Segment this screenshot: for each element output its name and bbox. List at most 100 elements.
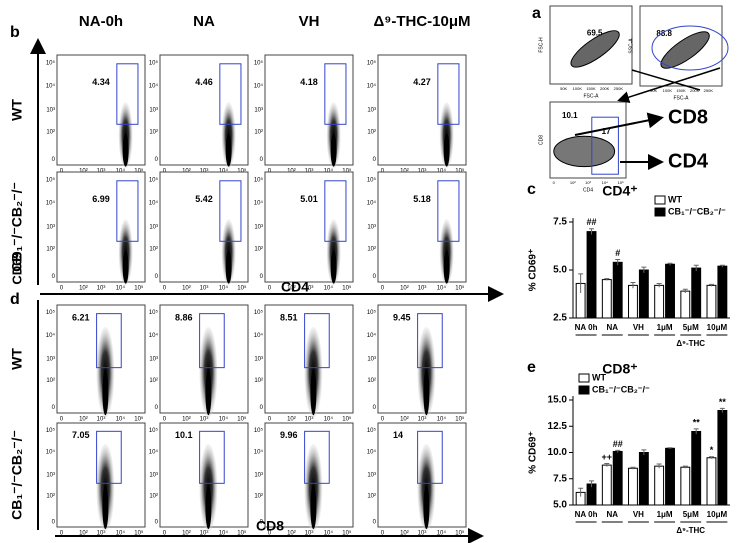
x-tick-label: 10⁴	[116, 530, 126, 537]
density-blob	[660, 31, 710, 69]
x-tick-label: VH	[633, 323, 644, 332]
x-tick-label: 10⁵	[237, 416, 247, 423]
x-tick-label: 10⁵	[342, 416, 352, 423]
x-tick-label: 10⁴	[324, 416, 334, 423]
y-tick-label: 10⁴	[46, 449, 56, 456]
y-tick-label: 10²	[254, 130, 263, 136]
x-tick-label: 10⁵	[455, 530, 465, 537]
x-tick-label: 0	[163, 531, 167, 537]
y-tick-label: 10³	[149, 357, 158, 363]
y-tick-label: 10²	[149, 378, 158, 384]
gate	[116, 63, 139, 125]
x-tick-label: 1μM	[657, 510, 673, 519]
connector	[574, 112, 664, 136]
y-tick-label: 10³	[46, 108, 55, 114]
x-tick-label: 10⁵	[237, 530, 247, 537]
y-tick-label: 0	[52, 519, 56, 525]
density-core	[225, 250, 232, 284]
plot-frame	[264, 171, 354, 283]
legend-swatch	[654, 207, 666, 217]
x-tick-label: 10²	[79, 531, 88, 537]
annotation: **	[719, 397, 727, 407]
x-tick-label: NA 0h	[575, 510, 598, 519]
x-tick-label: 10⁴	[324, 530, 334, 537]
legend-label: CB₁⁻/⁻CB₂⁻/⁻	[668, 206, 726, 216]
x-tick-label: 10⁴	[324, 168, 334, 175]
x-tick-label: 10³	[418, 417, 427, 423]
connector	[617, 67, 721, 103]
density-core	[122, 250, 129, 284]
x-tick-label: 10³	[97, 417, 106, 423]
panel-label: b	[10, 24, 20, 41]
error-bar	[682, 288, 688, 294]
density-core	[102, 369, 109, 416]
y-tick-label: 10³	[367, 225, 376, 231]
chart-title: CD4⁺	[602, 183, 637, 199]
gate	[417, 430, 443, 484]
y-tick-label: 10³	[149, 108, 158, 114]
y-tick-label: 10²	[254, 378, 263, 384]
x-tick-label: 10²	[182, 286, 191, 292]
y-tick-label: 10²	[46, 378, 55, 384]
x-tick-label: 10³	[200, 417, 209, 423]
group-label: Δ⁹-THC	[676, 339, 705, 348]
error-bar	[667, 262, 673, 266]
y-tick-label: 10²	[149, 130, 158, 136]
y-tick-label: 10²	[367, 130, 376, 136]
error-bar	[719, 264, 725, 268]
annotation: ##	[587, 217, 597, 227]
density-core	[423, 369, 430, 416]
error-bar	[578, 273, 584, 294]
row-label: WT	[9, 348, 25, 370]
error-bar	[708, 456, 714, 459]
bar	[654, 465, 665, 506]
annotation: ++	[602, 452, 613, 462]
marker-label: CD4	[668, 150, 709, 172]
y-tick-label: 10⁴	[46, 199, 56, 206]
panel-label: d	[10, 291, 20, 308]
y-tick-label: 0	[155, 519, 159, 525]
y-tick-label: 0	[373, 274, 377, 280]
gate	[304, 430, 330, 484]
y-tick-label: 10⁵	[149, 309, 159, 316]
y-tick-label: 0	[155, 274, 159, 280]
error-bar	[578, 487, 584, 497]
density-core	[330, 250, 337, 284]
column-header: Δ⁹-THC-10μM	[373, 13, 470, 30]
x-tick-label: 0	[553, 180, 556, 185]
gate-value: 6.21	[72, 312, 90, 322]
density-core	[310, 485, 317, 530]
x-tick-label: 250K	[704, 88, 714, 93]
y-tick-label: 10⁵	[254, 427, 264, 434]
error-bar	[604, 278, 610, 281]
x-tick-label: 10⁵	[237, 168, 247, 175]
axis-label: FSC-A	[674, 95, 690, 101]
y-tick-label: 0	[373, 405, 377, 411]
axis-label: CD4	[583, 187, 593, 193]
axis-label: FSC-A	[584, 93, 600, 99]
y-tick-label: 0	[52, 274, 56, 280]
bar	[586, 231, 597, 319]
y-tick-label: 0	[260, 405, 264, 411]
x-tick-label: 10²	[182, 531, 191, 537]
density-core	[443, 250, 450, 284]
bar	[638, 452, 649, 506]
y-axis-label: % CD69⁺	[528, 431, 539, 474]
y-tick-label: 10.0	[548, 447, 568, 458]
x-tick-label: 10²	[400, 286, 409, 292]
x-tick-label: 10⁵	[342, 168, 352, 175]
panel-label: c	[527, 181, 536, 198]
error-bar	[641, 449, 647, 456]
y-tick-label: 0	[373, 157, 377, 163]
y-tick-label: 10²	[254, 493, 263, 499]
y-tick-label: 0	[52, 157, 56, 163]
gate-value: 6.99	[92, 194, 110, 204]
row-label: CB₁⁻/⁻CB₂⁻/⁻	[9, 430, 25, 520]
y-tick-label: 10⁵	[367, 427, 377, 434]
error-bar	[589, 480, 595, 488]
error-bar	[641, 266, 647, 273]
row-label: WT	[9, 99, 25, 121]
bar	[680, 466, 691, 506]
column-header: VH	[299, 13, 320, 30]
